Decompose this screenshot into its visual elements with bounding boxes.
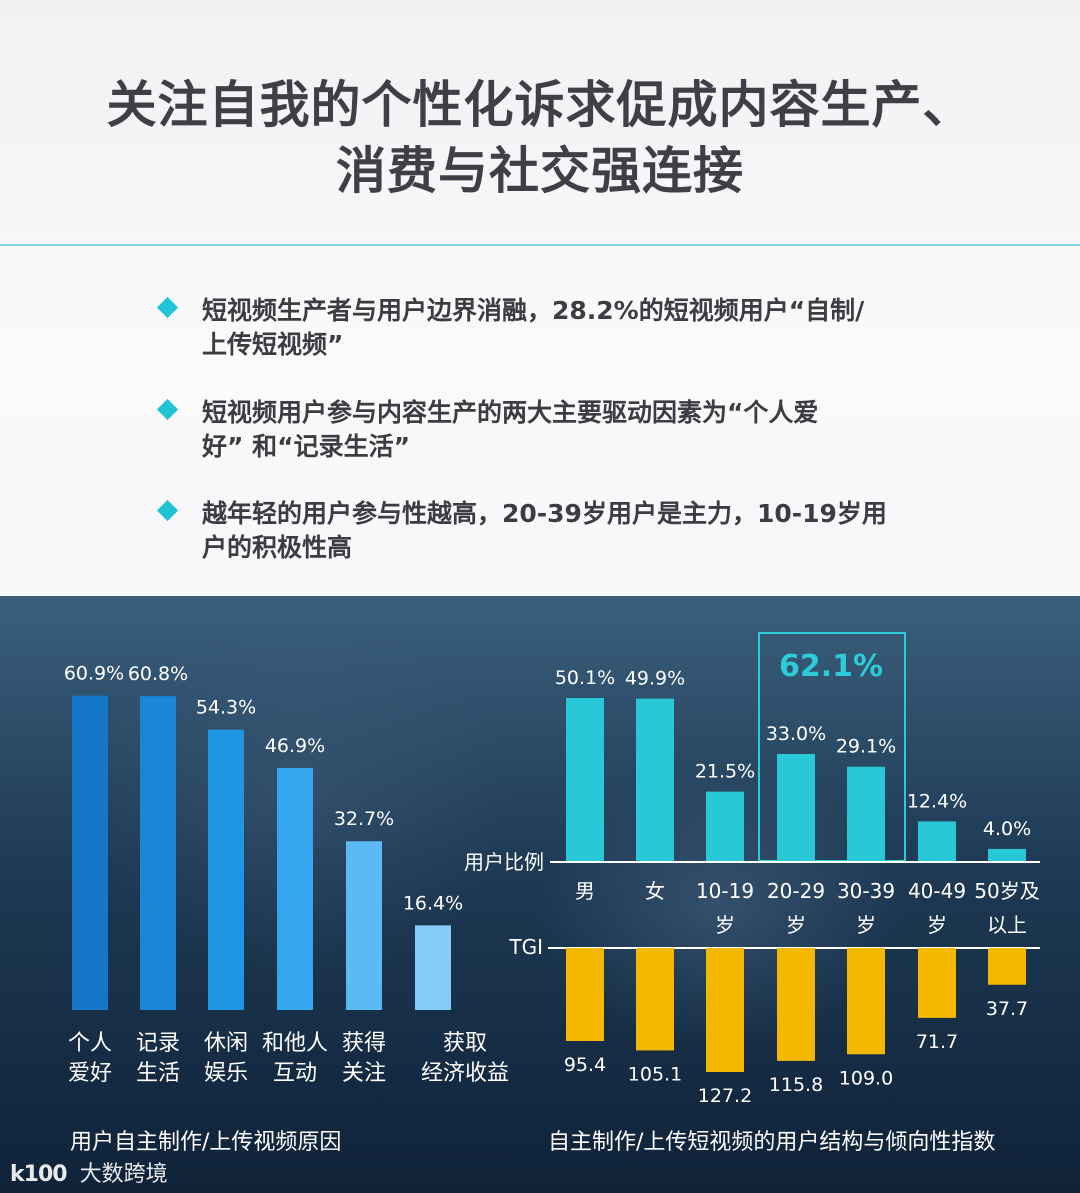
tgi-value-label: 109.0 xyxy=(839,1067,893,1089)
page-title-line-2: 消费与社交强连接 xyxy=(336,142,744,200)
share-bar xyxy=(706,791,744,862)
reason-category-label: 休闲 xyxy=(204,1031,248,1056)
chart-2-title: 自主制作/上传短视频的用户结构与倾向性指数 xyxy=(548,1130,996,1155)
headline-area: 关注自我的个性化诉求促成内容生产、 消费与社交强连接 xyxy=(0,0,1080,246)
share-bar xyxy=(847,766,885,862)
reason-bar xyxy=(140,696,176,1010)
share-bar xyxy=(566,698,604,862)
age-category-label: 20-29 xyxy=(767,879,825,903)
tgi-bar xyxy=(777,948,815,1061)
reason-value-label: 60.8% xyxy=(128,663,188,685)
share-bar xyxy=(918,821,956,862)
age-category-label: 岁 xyxy=(927,913,947,937)
tgi-value-label: 37.7 xyxy=(986,998,1028,1020)
tgi-bar xyxy=(706,948,744,1072)
reason-category-label: 爱好 xyxy=(68,1061,112,1086)
tgi-bar xyxy=(988,948,1026,985)
reason-category-label: 和他人 xyxy=(262,1031,328,1056)
reason-category-label: 娱乐 xyxy=(204,1061,248,1086)
reason-value-label: 60.9% xyxy=(64,663,124,685)
tgi-value-label: 127.2 xyxy=(698,1085,752,1107)
reason-category-label: 获取 xyxy=(443,1031,487,1056)
tgi-value-label: 95.4 xyxy=(564,1054,606,1076)
age-category-label: 岁 xyxy=(786,913,806,937)
bullet-text: 短视频生产者与用户边界消融，28.2%的短视频用户“自制/ 上传短视频” xyxy=(202,296,865,359)
age-category-label: 40-49 xyxy=(908,879,966,903)
age-category-label: 以上 xyxy=(987,913,1027,937)
share-value-label: 29.1% xyxy=(836,736,896,758)
age-category-label: 岁 xyxy=(715,913,735,937)
logo-mark: k100 xyxy=(10,1162,68,1187)
share-value-label: 49.9% xyxy=(625,668,685,690)
bullet-text: 越年轻的用户参与性越高，20-39岁用户是主力，10-19岁用 户的积极性高 xyxy=(202,499,887,562)
age-category-label: 50岁及 xyxy=(974,879,1039,903)
tgi-value-label: 71.7 xyxy=(916,1031,958,1053)
reason-category-label: 关注 xyxy=(342,1061,386,1086)
share-value-label: 21.5% xyxy=(695,761,755,783)
reason-category-label: 获得 xyxy=(342,1031,386,1056)
share-bar xyxy=(988,848,1026,862)
share-value-label: 33.0% xyxy=(766,723,826,745)
reason-category-label: 互动 xyxy=(273,1061,317,1086)
tgi-value-label: 105.1 xyxy=(628,1063,682,1085)
reason-bar xyxy=(346,841,382,1010)
reason-value-label: 46.9% xyxy=(265,735,325,757)
reason-category-label: 生活 xyxy=(136,1061,180,1086)
highlight-total-label: 62.1% xyxy=(779,649,883,684)
reason-category-label: 个人 xyxy=(68,1031,112,1056)
bullet-text: 短视频用户参与内容生产的两大主要驱动因素为“个人爱 好” 和“记录生活” xyxy=(202,398,819,461)
reason-category-label: 记录 xyxy=(136,1031,180,1056)
tgi-bar xyxy=(566,948,604,1041)
age-category-label: 岁 xyxy=(856,913,876,937)
tgi-bar xyxy=(636,948,674,1051)
reason-bar xyxy=(72,695,108,1010)
tgi-value-label: 115.8 xyxy=(769,1074,823,1096)
chart-1-title: 用户自主制作/上传视频原因 xyxy=(70,1130,342,1155)
share-bar xyxy=(777,753,815,862)
watermark-logo: k100 大数跨境 xyxy=(10,1156,168,1188)
logo-text: 大数跨境 xyxy=(79,1162,168,1187)
reason-bar xyxy=(208,729,244,1010)
age-category-label: 30-39 xyxy=(837,879,895,903)
share-series-label: 用户比例 xyxy=(464,850,544,874)
reason-category-label: 经济收益 xyxy=(421,1061,509,1086)
reason-value-label: 54.3% xyxy=(196,697,256,719)
page-title-line-1: 关注自我的个性化诉求促成内容生产、 xyxy=(106,76,974,134)
tgi-bar xyxy=(918,948,956,1018)
tgi-series-label: TGI xyxy=(508,935,543,959)
share-bar xyxy=(636,698,674,862)
chart-panel xyxy=(0,596,1080,1193)
age-category-label: 女 xyxy=(645,879,665,903)
reason-value-label: 32.7% xyxy=(334,808,394,830)
share-value-label: 12.4% xyxy=(907,790,967,812)
age-category-label: 男 xyxy=(575,879,595,903)
reason-bar xyxy=(277,767,313,1010)
share-value-label: 50.1% xyxy=(555,667,615,689)
age-category-label: 10-19 xyxy=(696,879,754,903)
reason-bar xyxy=(415,925,451,1010)
share-value-label: 4.0% xyxy=(983,818,1031,840)
tgi-bar xyxy=(847,948,885,1055)
reason-value-label: 16.4% xyxy=(403,892,463,914)
